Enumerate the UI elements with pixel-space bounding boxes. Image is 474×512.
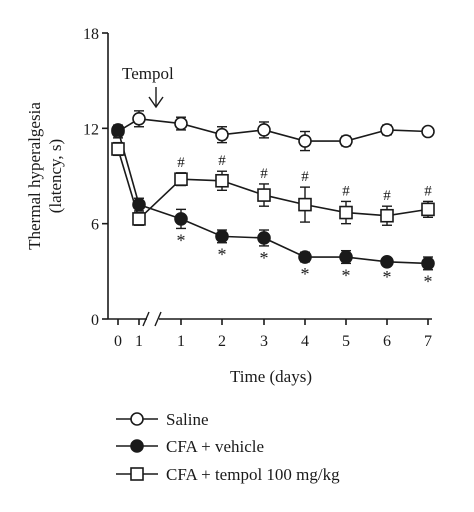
legend-label: CFA + vehicle [166,437,264,456]
x-tick-label: 6 [383,333,391,350]
x-tick-label: 1 [135,333,143,350]
tempol-annotation: Tempol [122,64,174,83]
legend-marker [130,412,144,426]
series-layer: ********####### [111,110,435,292]
data-point [257,188,271,202]
data-point [174,116,188,131]
data-point [174,172,188,186]
significance-hash: # [260,166,268,182]
data-point [380,123,394,137]
data-point [298,197,312,212]
significance-star: * [218,245,227,265]
significance-hash: # [218,153,226,169]
x-axis-title: Time (days) [230,367,312,386]
significance-star: * [424,272,433,292]
y-axis-title-line-2: (latency, s) [46,139,65,213]
significance-hash: # [424,183,432,199]
data-point [174,212,188,226]
annotation-layer: Tempol [122,64,174,109]
x-tick-label: 0 [114,333,122,350]
data-point [111,142,125,156]
legend-item-2: CFA + vehicle [116,437,264,456]
axis-break-mark [142,311,150,327]
legend-label: Saline [166,410,209,429]
data-point [298,134,312,148]
legend-label: CFA + tempol 100 mg/kg [166,465,340,484]
y-axis-title: Thermal hyperalgesia (latency, s) [25,102,65,250]
significance-star: * [342,265,351,285]
series-3: # # # # # # # [111,141,435,226]
legend-item-3: CFA + tempol 100 mg/kg [116,465,340,484]
legend-marker [130,439,144,453]
significance-hash: # [383,188,391,204]
series-line-segment [117,148,140,220]
significance-hash: # [177,155,185,171]
data-point [111,123,125,137]
x-tick-label: 1 [177,333,185,350]
significance-star: * [301,264,310,284]
data-point [421,256,435,271]
data-point [257,123,271,137]
series-line-segment [138,203,429,265]
series-line-segment [117,129,140,205]
data-point [215,229,229,244]
series-1 [111,110,435,152]
x-tick-label: 2 [218,333,226,350]
data-point [421,202,435,217]
series-2: ******** [111,123,435,292]
legend-item-1: Saline [116,410,209,429]
significance-star: * [260,248,269,268]
data-point [380,254,394,269]
x-tick-label: 7 [424,333,432,350]
data-point [421,124,435,139]
y-tick-label: 0 [91,312,99,329]
x-tick-label: 3 [260,333,268,350]
data-point [257,231,271,245]
x-tick-label: 4 [301,333,309,350]
data-point [339,250,353,264]
tempol-arrow-head [148,96,164,109]
axis-break-mark [154,311,162,327]
series-line-segment [138,118,429,142]
significance-hash: # [301,169,309,185]
series-line-segment [138,178,429,220]
data-point [339,134,353,148]
y-axis-title-line-1: Thermal hyperalgesia [25,102,44,250]
significance-hash: # [342,183,350,199]
data-point [132,212,146,226]
significance-star: * [383,267,392,287]
legend: Saline CFA + vehicle CFA + tempol 100 mg/k… [116,410,340,484]
y-tick-label: 6 [91,217,99,234]
x-tick-label: 5 [342,333,350,350]
data-point [215,173,229,188]
data-point [298,250,312,264]
data-point [339,205,353,220]
y-tick-label: 18 [83,26,99,43]
data-point [215,127,229,142]
legend-marker [130,467,144,481]
data-point [380,208,394,223]
y-tick-label: 12 [83,121,99,138]
data-point [132,112,146,126]
significance-star: * [177,230,186,250]
